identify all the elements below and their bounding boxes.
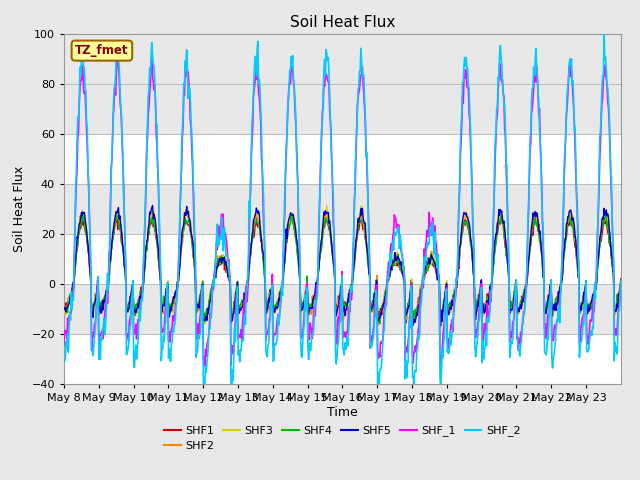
- SHF1: [400, 278, 408, 284]
- SHF_2: [617, 278, 625, 284]
- Line: SHF1: SHF1: [64, 216, 621, 323]
- SHF5: [401, 276, 408, 282]
- Bar: [64, 284, 621, 334]
- SHF2: [433, 269, 440, 275]
- SHF5: [256, 223, 264, 228]
- SHF5: [408, 324, 416, 329]
- SHF_2: [432, 254, 440, 260]
- Line: SHF5: SHF5: [64, 205, 621, 326]
- Line: SHF_1: SHF_1: [64, 54, 621, 367]
- SHF1: [402, 320, 410, 326]
- SHF1: [617, 276, 625, 281]
- SHF3: [200, 322, 208, 327]
- Bar: [64, 234, 621, 284]
- SHF_1: [183, 51, 191, 57]
- SHF5: [148, 203, 156, 208]
- SHF2: [374, 322, 382, 328]
- Title: Soil Heat Flux: Soil Heat Flux: [290, 15, 395, 30]
- SHF1: [532, 213, 540, 219]
- SHF2: [256, 228, 264, 234]
- SHF5: [125, 305, 133, 311]
- Bar: [64, 184, 621, 234]
- SHF3: [277, 288, 285, 293]
- SHF_1: [228, 348, 236, 354]
- SHF2: [228, 312, 236, 318]
- Bar: [64, 334, 621, 384]
- SHF3: [60, 311, 68, 316]
- SHF3: [256, 218, 264, 224]
- SHF1: [255, 225, 263, 230]
- SHF3: [617, 287, 625, 293]
- SHF_2: [401, 278, 408, 284]
- SHF5: [228, 317, 236, 323]
- SHF3: [323, 203, 331, 209]
- SHF4: [277, 288, 285, 293]
- SHF_2: [256, 87, 264, 93]
- SHF4: [126, 301, 134, 307]
- Bar: [64, 134, 621, 184]
- SHF4: [433, 267, 440, 273]
- SHF2: [277, 288, 285, 293]
- SHF3: [401, 318, 409, 324]
- Y-axis label: Soil Heat Flux: Soil Heat Flux: [13, 166, 26, 252]
- SHF3: [228, 318, 236, 324]
- SHF_1: [277, 296, 285, 302]
- SHF1: [228, 312, 236, 318]
- SHF2: [125, 305, 133, 311]
- Line: SHF2: SHF2: [64, 209, 621, 325]
- SHF3: [125, 306, 133, 312]
- SHF4: [256, 230, 264, 236]
- Text: TZ_fmet: TZ_fmet: [75, 44, 129, 57]
- SHF_2: [228, 367, 236, 372]
- SHF1: [60, 304, 68, 310]
- SHF_2: [600, 31, 608, 36]
- SHF_1: [617, 279, 625, 285]
- SHF1: [432, 267, 440, 273]
- SHF_2: [125, 332, 133, 338]
- Line: SHF_2: SHF_2: [64, 34, 621, 400]
- SHF2: [401, 320, 409, 326]
- SHF4: [401, 315, 409, 321]
- SHF2: [60, 308, 68, 313]
- X-axis label: Time: Time: [327, 406, 358, 419]
- SHF4: [617, 277, 625, 283]
- SHF_2: [60, 359, 68, 364]
- SHF1: [125, 299, 133, 305]
- SHF_2: [200, 397, 208, 403]
- Bar: [64, 34, 621, 134]
- SHF5: [617, 281, 625, 287]
- SHF4: [228, 312, 236, 318]
- SHF_1: [60, 341, 68, 347]
- SHF3: [433, 261, 440, 266]
- Line: SHF3: SHF3: [64, 206, 621, 324]
- Legend: SHF1, SHF2, SHF3, SHF4, SHF5, SHF_1, SHF_2: SHF1, SHF2, SHF3, SHF4, SHF5, SHF_1, SHF…: [160, 421, 525, 456]
- SHF1: [276, 288, 284, 294]
- SHF2: [182, 206, 190, 212]
- SHF_1: [432, 239, 440, 244]
- SHF5: [277, 295, 285, 300]
- Line: SHF4: SHF4: [64, 214, 621, 324]
- SHF5: [60, 307, 68, 312]
- SHF_2: [277, 296, 285, 302]
- SHF5: [433, 267, 440, 273]
- SHF4: [78, 211, 86, 217]
- SHF2: [617, 287, 625, 292]
- SHF4: [376, 321, 383, 327]
- SHF_1: [437, 364, 445, 370]
- SHF_1: [125, 319, 133, 324]
- SHF4: [60, 306, 68, 312]
- SHF_1: [401, 274, 408, 279]
- SHF_1: [256, 106, 264, 112]
